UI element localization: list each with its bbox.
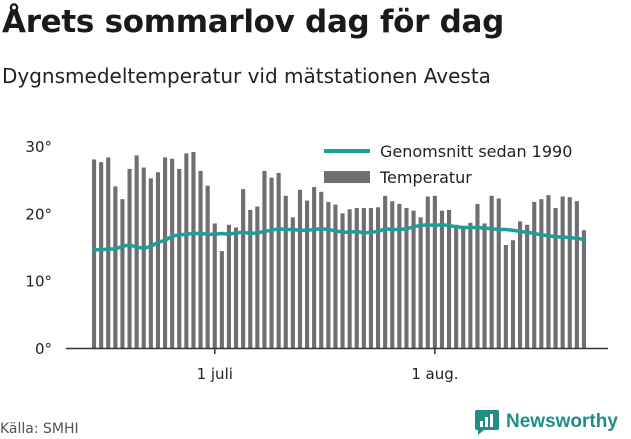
temperature-chart: 0° 10° 20° 30° 1 juli 1 aug. Genomsnitt seda… xyxy=(25,136,608,383)
temperature-bar xyxy=(134,155,139,348)
temperature-bar xyxy=(262,170,267,348)
temperature-bar xyxy=(219,251,224,348)
temperature-bar xyxy=(518,221,523,348)
temperature-bar xyxy=(425,196,430,348)
temperature-bar xyxy=(383,195,388,348)
y-tick-label: 0° xyxy=(35,340,52,358)
temperature-bar xyxy=(113,186,118,348)
temperature-bar xyxy=(482,223,487,348)
temperature-bar xyxy=(354,207,359,348)
y-tick-label: 30° xyxy=(25,138,52,156)
temperature-bar xyxy=(539,199,544,348)
temperature-bar xyxy=(106,157,111,348)
temperature-bar xyxy=(546,195,551,348)
temperature-bar xyxy=(148,178,153,348)
newsworthy-logo-text: Newsworthy xyxy=(506,411,618,432)
temperature-bar xyxy=(163,157,168,348)
temperature-bar xyxy=(269,177,274,348)
temperature-bar xyxy=(92,159,97,348)
temperature-bar xyxy=(248,209,253,348)
temperature-bar xyxy=(581,230,586,348)
temperature-bar xyxy=(439,210,444,348)
temperature-bar xyxy=(283,195,288,348)
temperature-bar xyxy=(411,210,416,348)
temperature-bar xyxy=(191,152,196,348)
temperature-bar xyxy=(510,240,515,348)
temperature-bar xyxy=(532,201,537,348)
temperature-bar xyxy=(99,162,104,348)
temperature-bar xyxy=(574,201,579,348)
temperature-bar xyxy=(177,168,182,348)
temperature-bar xyxy=(432,195,437,348)
temperature-bar xyxy=(312,187,317,348)
temperature-bar xyxy=(155,172,160,348)
temperature-bar xyxy=(340,213,345,348)
temperature-bar xyxy=(255,206,260,348)
temperature-bar xyxy=(305,200,310,348)
legend-bar-swatch xyxy=(324,171,370,183)
temperature-bars xyxy=(92,152,586,348)
temperature-bar xyxy=(553,207,558,348)
legend-label: Genomsnitt sedan 1990 xyxy=(380,142,572,161)
temperature-bar xyxy=(234,227,239,348)
temperature-bar xyxy=(241,189,246,348)
chart-legend: Genomsnitt sedan 1990 Temperatur xyxy=(318,136,598,188)
temperature-bar xyxy=(170,158,175,348)
temperature-bar xyxy=(390,201,395,348)
average-line xyxy=(92,223,586,252)
temperature-bar xyxy=(503,244,508,348)
temperature-bar xyxy=(226,224,231,348)
temperature-bar xyxy=(454,224,459,348)
temperature-bar xyxy=(184,153,189,348)
newsworthy-logo-icon xyxy=(475,410,499,435)
temperature-bar xyxy=(205,185,210,348)
chart-title: Årets sommarlov dag för dag xyxy=(2,4,505,40)
temperature-bar xyxy=(560,196,565,348)
source-note: Källa: SMHI xyxy=(0,421,79,437)
temperature-bar xyxy=(141,167,146,348)
x-tick-label: 1 aug. xyxy=(411,365,458,383)
x-axis: 1 juli 1 aug. xyxy=(197,348,459,383)
temperature-bar xyxy=(326,201,331,348)
temperature-bar xyxy=(404,207,409,348)
temperature-bar xyxy=(376,207,381,348)
temperature-bar xyxy=(461,226,466,348)
temperature-bar xyxy=(127,168,132,348)
temperature-bar xyxy=(525,224,530,348)
temperature-bar xyxy=(468,222,473,348)
temperature-bar xyxy=(290,217,295,348)
y-tick-label: 20° xyxy=(25,205,52,223)
temperature-bar xyxy=(496,198,501,348)
temperature-bar xyxy=(368,207,373,348)
temperature-bar xyxy=(489,195,494,348)
temperature-bar xyxy=(120,199,125,348)
temperature-bar xyxy=(319,191,324,348)
temperature-bar xyxy=(297,189,302,348)
temperature-bar xyxy=(212,223,217,348)
temperature-bar xyxy=(347,209,352,348)
temperature-bar xyxy=(276,172,281,348)
x-tick-label: 1 juli xyxy=(197,365,233,383)
legend-label: Temperatur xyxy=(379,168,472,187)
temperature-bar xyxy=(397,203,402,348)
temperature-bar xyxy=(567,197,572,348)
y-tick-label: 10° xyxy=(25,273,52,291)
temperature-bar xyxy=(447,209,452,348)
temperature-bar xyxy=(418,217,423,348)
temperature-bar xyxy=(198,170,203,348)
temperature-bar xyxy=(361,207,366,348)
y-axis: 0° 10° 20° 30° xyxy=(25,138,52,358)
temperature-bar xyxy=(475,203,480,348)
chart-subtitle: Dygnsmedeltemperatur vid mätstationen Av… xyxy=(2,64,491,88)
newsworthy-logo[interactable]: Newsworthy xyxy=(474,408,618,436)
temperature-bar xyxy=(333,204,338,348)
